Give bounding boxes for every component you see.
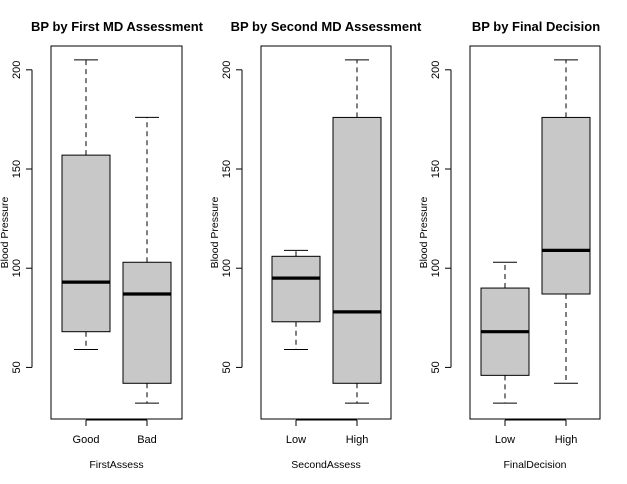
chart-1-y-tick-label: 100 (11, 259, 23, 277)
chart-3-plot-frame (469, 45, 601, 420)
chart-2-box-2 (332, 59, 382, 404)
chart-1-title: BP by First MD Assessment (31, 19, 204, 34)
chart-3-y-axis-label: Blood Pressure (418, 196, 430, 268)
chart-1: BP by First MD Assessment 50 100 150 200 Bloo… (0, 19, 204, 471)
chart-3: BP by Final Decision 50 100 150 200 Blood Pre… (418, 19, 601, 471)
chart-2-y-axis-label: Blood Pressure (209, 196, 221, 268)
chart-2-x-tick-label: High (346, 434, 369, 446)
chart-1-y-tick-label: 50 (11, 361, 23, 373)
chart-2-title: BP by Second MD Assessment (231, 19, 422, 34)
chart-1-plot-frame (50, 45, 183, 420)
chart-3-y-tick-label: 150 (430, 160, 442, 178)
interquartile-box (61, 154, 111, 333)
chart-1-box-2 (122, 116, 172, 404)
chart-2-x-tick-label: Low (286, 434, 306, 446)
chart-2-y-tick-label: 200 (221, 61, 233, 79)
chart-3-y-tick-label: 100 (430, 259, 442, 277)
chart-2-plot-frame (260, 45, 392, 420)
chart-3-title: BP by Final Decision (472, 19, 600, 34)
chart-3-x-tick-label: High (555, 434, 578, 446)
chart-3-y-tick-label: 200 (430, 61, 442, 79)
interquartile-box (332, 116, 382, 384)
chart-2-box-1 (271, 249, 321, 351)
interquartile-box (271, 255, 321, 323)
chart-1-y-tick-label: 150 (11, 160, 23, 178)
interquartile-box (122, 261, 172, 384)
chart-3-y-tick-label: 50 (430, 361, 442, 373)
chart-1-x-tick-label: Bad (137, 434, 157, 446)
chart-3-x-axis-label: FinalDecision (503, 459, 566, 471)
chart-3-box-1 (480, 261, 530, 404)
chart-2: BP by Second MD Assessment 50 100 150 200 Blo… (209, 19, 422, 471)
chart-2-y-tick-label: 150 (221, 160, 233, 178)
chart-1-x-tick-label: Good (73, 434, 100, 446)
chart-3-box-2 (541, 59, 591, 384)
chart-1-y-tick-label: 200 (11, 61, 23, 79)
interquartile-box (541, 116, 591, 295)
chart-1-x-axis-label: FirstAssess (89, 459, 143, 471)
chart-2-y-tick-label: 50 (221, 361, 233, 373)
chart-3-x-tick-label: Low (495, 434, 515, 446)
chart-1-box-1 (61, 59, 111, 351)
chart-2-y-tick-label: 100 (221, 259, 233, 277)
chart-2-x-axis-label: SecondAssess (291, 459, 360, 471)
chart-1-y-axis-label: Blood Pressure (0, 196, 11, 268)
